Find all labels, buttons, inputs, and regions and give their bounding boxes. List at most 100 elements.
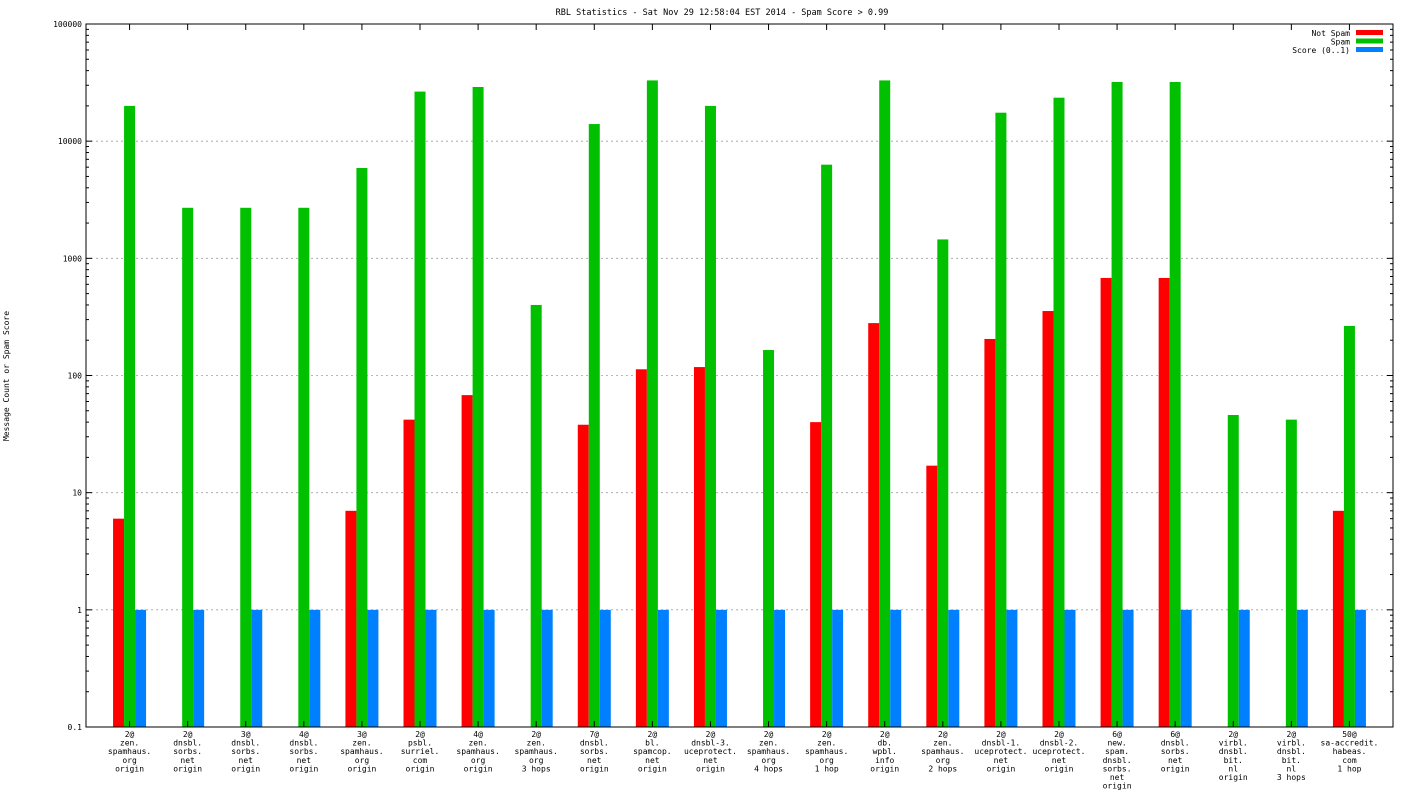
x-tick-label: dnsbl. — [1161, 739, 1190, 748]
x-tick-label: sorbs. — [1161, 747, 1190, 756]
bar-not-spam — [403, 419, 415, 727]
x-tick-label: org — [122, 756, 137, 765]
x-tick-label: org — [761, 756, 776, 765]
bar-score-0-1 — [715, 609, 727, 727]
bar-not-spam — [693, 367, 705, 727]
x-tick-label: dnsbl. — [173, 739, 202, 748]
bar-spam — [646, 80, 658, 727]
x-tick-label: surriel. — [401, 747, 440, 756]
x-tick-label: sorbs. — [173, 747, 202, 756]
bar-score-0-1 — [1296, 609, 1308, 727]
x-tick-label: org — [936, 756, 951, 765]
x-tick-label: origin — [580, 764, 609, 773]
bar-score-0-1 — [425, 609, 437, 727]
x-tick-label: 2@ — [996, 730, 1006, 739]
x-tick-label: origin — [231, 764, 260, 773]
x-tick-label: org — [819, 756, 834, 765]
x-tick-label: info — [875, 756, 894, 765]
bar-score-0-1 — [948, 609, 960, 727]
legend-swatch — [1356, 47, 1383, 52]
x-tick-label: spam. — [1105, 747, 1129, 756]
x-tick-label: bl. — [645, 739, 659, 748]
x-tick-label: dnsbl. — [580, 739, 609, 748]
x-tick-label: spamhaus. — [515, 747, 558, 756]
bar-not-spam — [1332, 510, 1344, 727]
bar-score-0-1 — [1006, 609, 1018, 727]
x-tick-label: origin — [173, 764, 202, 773]
bar-spam — [937, 239, 949, 727]
x-tick-label: psbl. — [408, 739, 432, 748]
x-tick-label: uceprotect. — [1032, 747, 1085, 756]
x-tick-label: origin — [870, 764, 899, 773]
x-tick-label: net — [297, 756, 312, 765]
x-tick-label: 2@ — [764, 730, 774, 739]
bar-score-0-1 — [1354, 609, 1366, 727]
chart-title: RBL Statistics - Sat Nov 29 12:58:04 EST… — [556, 8, 889, 18]
x-tick-label: 2@ — [1054, 730, 1064, 739]
bar-not-spam — [577, 424, 589, 727]
bar-not-spam — [113, 518, 125, 727]
bar-score-0-1 — [1238, 609, 1250, 727]
x-tick-label: origin — [696, 764, 725, 773]
x-tick-label: org — [529, 756, 544, 765]
bar-score-0-1 — [657, 609, 669, 727]
x-tick-label: wpbl. — [873, 747, 897, 756]
x-tick-label: dnsbl. — [1219, 747, 1248, 756]
bar-spam — [124, 105, 136, 727]
bar-score-0-1 — [599, 609, 611, 727]
x-tick-label: spamhaus. — [340, 747, 383, 756]
x-tick-label: dnsbl-3. — [691, 739, 730, 748]
x-tick-label: spamhaus. — [921, 747, 964, 756]
x-tick-label: origin — [347, 764, 376, 773]
x-tick-label: 4 hops — [754, 764, 783, 773]
x-tick-label: 3@ — [357, 730, 367, 739]
x-tick-label: origin — [1219, 773, 1248, 782]
x-tick-label: origin — [1103, 782, 1132, 791]
bar-score-0-1 — [774, 609, 786, 727]
x-tick-label: zen. — [120, 739, 139, 748]
bar-spam — [472, 86, 484, 728]
x-tick-label: bit. — [1282, 756, 1301, 765]
bar-score-0-1 — [1180, 609, 1192, 727]
y-tick-label: 0.1 — [68, 723, 83, 732]
x-tick-label: spamcop. — [633, 747, 672, 756]
x-tick-label: zen. — [759, 739, 778, 748]
bar-spam — [704, 105, 716, 727]
x-tick-label: 6@ — [1170, 730, 1180, 739]
bar-spam — [879, 80, 891, 727]
y-tick-label: 1000 — [63, 254, 82, 263]
bar-spam — [763, 350, 775, 727]
x-tick-label: org — [471, 756, 486, 765]
x-tick-label: com — [1342, 756, 1357, 765]
legend-label: Spam — [1331, 38, 1350, 47]
x-tick-label: spamhaus. — [456, 747, 499, 756]
bar-not-spam — [984, 338, 996, 727]
bar-spam — [995, 112, 1007, 727]
x-tick-label: origin — [986, 764, 1015, 773]
x-tick-label: sorbs. — [231, 747, 260, 756]
bar-spam — [1111, 81, 1123, 728]
y-tick-label: 100 — [68, 372, 83, 381]
bar-spam — [414, 91, 426, 727]
x-tick-label: sa-accredit. — [1321, 739, 1379, 748]
x-tick-label: dnsbl. — [289, 739, 318, 748]
x-tick-label: 2@ — [1287, 730, 1297, 739]
bar-not-spam — [926, 465, 938, 727]
bar-score-0-1 — [483, 609, 495, 727]
x-tick-label: dnsbl. — [231, 739, 260, 748]
bar-spam — [356, 168, 368, 728]
x-tick-label: 1 hop — [815, 764, 839, 773]
x-tick-label: 3 hops — [522, 764, 551, 773]
x-tick-label: net — [1052, 756, 1067, 765]
x-tick-label: 2 hops — [928, 764, 957, 773]
bar-score-0-1 — [832, 609, 844, 727]
legend-label: Not Spam — [1311, 29, 1350, 38]
x-tick-label: bit. — [1224, 756, 1243, 765]
legend-swatch — [1356, 30, 1383, 35]
x-tick-label: habeas. — [1333, 747, 1367, 756]
bar-score-0-1 — [367, 609, 379, 727]
x-tick-label: db. — [877, 739, 891, 748]
x-tick-label: 2@ — [880, 730, 890, 739]
x-tick-label: zen. — [352, 739, 371, 748]
